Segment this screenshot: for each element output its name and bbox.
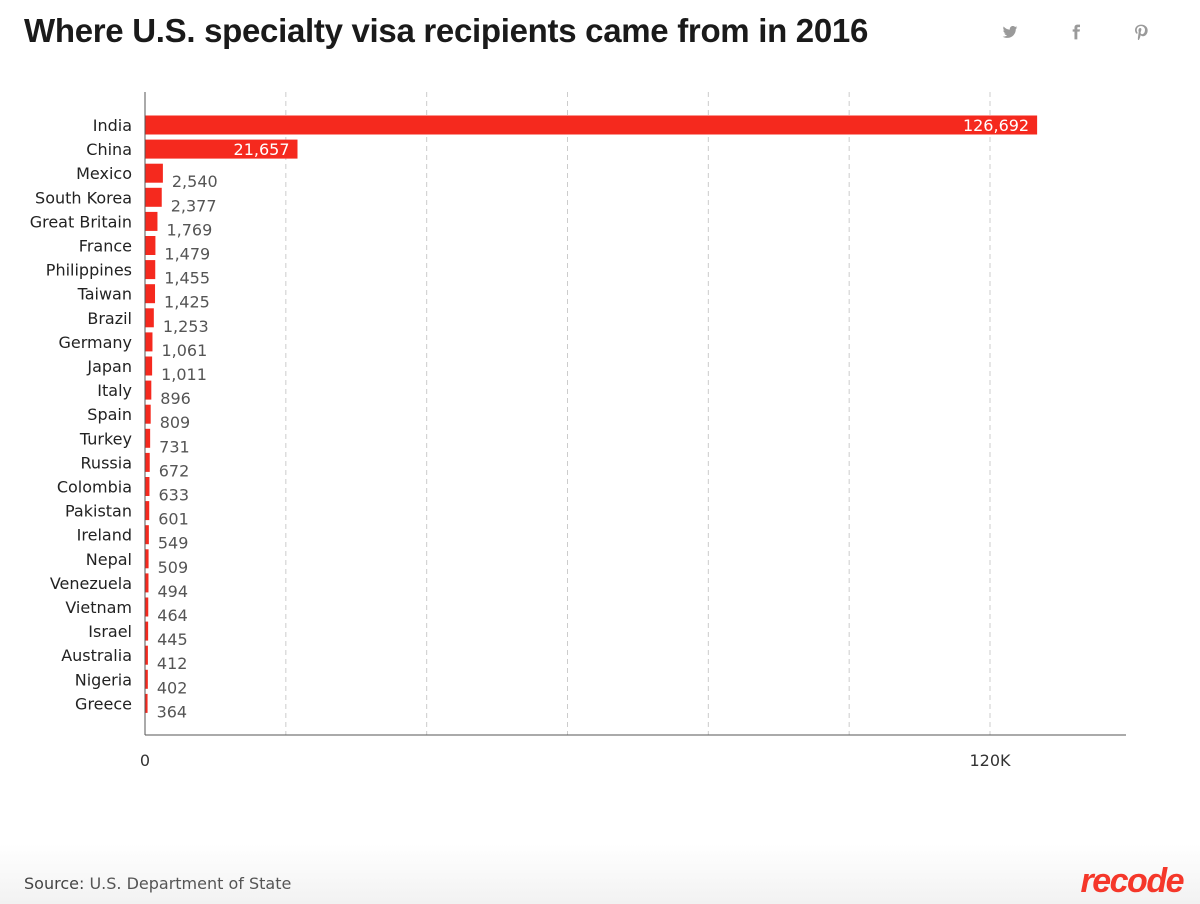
category-label: Turkey bbox=[79, 429, 132, 448]
bars: 126,692 21,657 2,540 2,377 1,769 1,479 1,455 1,… bbox=[145, 115, 1038, 721]
category-label: Japan bbox=[86, 357, 132, 376]
twitter-share-button[interactable] bbox=[1000, 22, 1020, 42]
data-label: 364 bbox=[157, 702, 188, 721]
bar bbox=[145, 477, 150, 496]
data-label: 1,769 bbox=[166, 220, 212, 239]
data-label: 1,011 bbox=[161, 365, 207, 384]
category-label: South Korea bbox=[35, 188, 132, 207]
recode-logo[interactable]: recode bbox=[1080, 862, 1185, 900]
bar bbox=[145, 115, 1038, 135]
category-label: Italy bbox=[97, 381, 132, 400]
category-label: Nigeria bbox=[75, 670, 132, 689]
category-label: Greece bbox=[75, 694, 132, 713]
category-label: Spain bbox=[87, 405, 132, 424]
data-label: 445 bbox=[157, 630, 188, 649]
bar bbox=[145, 211, 158, 231]
facebook-share-button[interactable] bbox=[1066, 22, 1086, 42]
axes: 0 120K India China Mexico South Korea Great Br… bbox=[30, 92, 1126, 770]
data-label: 731 bbox=[159, 437, 190, 456]
pinterest-share-button[interactable] bbox=[1131, 22, 1151, 42]
bar bbox=[145, 501, 150, 521]
data-label: 402 bbox=[157, 678, 188, 697]
data-label: 2,540 bbox=[172, 172, 218, 191]
data-label: 2,377 bbox=[171, 196, 217, 215]
category-label: Russia bbox=[81, 453, 132, 472]
bar bbox=[145, 332, 153, 352]
category-label: India bbox=[93, 116, 132, 135]
bar bbox=[145, 669, 148, 689]
category-label: France bbox=[79, 237, 132, 256]
data-label: 672 bbox=[159, 461, 190, 480]
bar bbox=[145, 621, 149, 641]
bar bbox=[145, 139, 298, 159]
bar bbox=[145, 308, 154, 328]
data-label: 1,455 bbox=[164, 269, 210, 288]
data-label: 126,692 bbox=[963, 116, 1029, 135]
data-label: 601 bbox=[158, 510, 189, 529]
bar bbox=[145, 597, 149, 617]
bar bbox=[145, 260, 156, 280]
data-label: 509 bbox=[158, 558, 189, 577]
category-label: Nepal bbox=[86, 550, 132, 569]
bar bbox=[145, 380, 152, 400]
category-label: Venezuela bbox=[50, 574, 132, 593]
bar bbox=[145, 645, 148, 665]
source-label: Source: bbox=[24, 874, 85, 893]
footer-bar bbox=[0, 844, 1200, 904]
source-text: U.S. Department of State bbox=[89, 874, 292, 893]
data-label: 549 bbox=[158, 534, 189, 553]
pinterest-icon bbox=[1135, 24, 1148, 40]
bar bbox=[145, 187, 162, 207]
data-label: 633 bbox=[158, 486, 189, 505]
bar bbox=[145, 525, 149, 545]
x-tick-label: 0 bbox=[140, 751, 150, 770]
category-label: China bbox=[86, 140, 132, 159]
bar bbox=[145, 163, 163, 183]
source-note: Source: U.S. Department of State bbox=[24, 874, 291, 893]
bar bbox=[145, 549, 149, 569]
category-label: Australia bbox=[61, 646, 132, 665]
category-label: Brazil bbox=[87, 309, 132, 328]
bar bbox=[145, 284, 156, 304]
bar-chart: 126,692 21,657 2,540 2,377 1,769 1,479 1,455 1,… bbox=[30, 92, 1126, 770]
bar bbox=[145, 693, 148, 713]
category-label: Philippines bbox=[46, 261, 132, 280]
data-label: 1,479 bbox=[164, 245, 210, 264]
category-label: Pakistan bbox=[65, 502, 132, 521]
twitter-icon bbox=[1002, 26, 1018, 38]
data-label: 1,425 bbox=[164, 293, 210, 312]
bar bbox=[145, 236, 156, 255]
page-title: Where U.S. specialty visa recipients cam… bbox=[24, 12, 869, 49]
data-label: 494 bbox=[157, 582, 188, 601]
category-label: Vietnam bbox=[65, 598, 132, 617]
data-label: 21,657 bbox=[234, 140, 290, 159]
category-label: Taiwan bbox=[77, 285, 132, 304]
bar bbox=[145, 573, 149, 593]
category-label: Mexico bbox=[76, 164, 132, 183]
data-label: 464 bbox=[157, 606, 188, 625]
data-label: 896 bbox=[160, 389, 191, 408]
bar bbox=[145, 404, 151, 424]
category-label: Israel bbox=[88, 622, 132, 641]
category-label: Ireland bbox=[77, 526, 132, 545]
bar bbox=[145, 428, 151, 448]
data-label: 412 bbox=[157, 654, 188, 673]
gridlines bbox=[285, 92, 991, 735]
category-label: Colombia bbox=[57, 478, 132, 497]
data-label: 1,253 bbox=[163, 317, 209, 336]
data-label: 1,061 bbox=[161, 341, 207, 360]
x-tick-label: 120K bbox=[969, 751, 1011, 770]
category-label: Great Britain bbox=[30, 212, 132, 231]
bar bbox=[145, 356, 153, 376]
data-label: 809 bbox=[160, 413, 191, 432]
facebook-icon bbox=[1072, 24, 1080, 40]
category-label: Germany bbox=[58, 333, 132, 352]
bar bbox=[145, 452, 150, 472]
